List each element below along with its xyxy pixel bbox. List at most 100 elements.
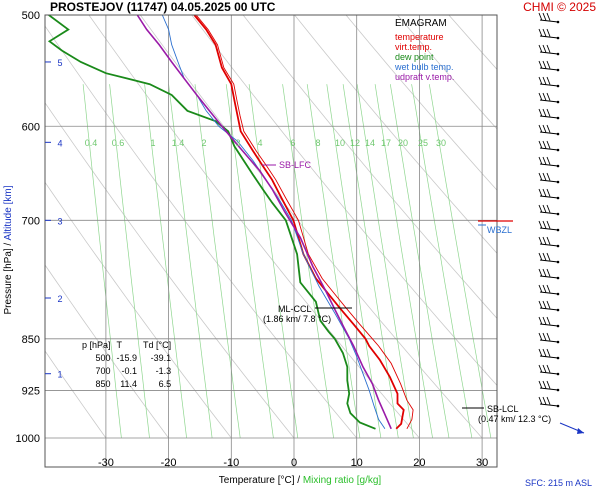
wind-barb-dot [556, 20, 560, 24]
dry-adiabat-line [45, 102, 295, 439]
table-cell: -15.9 [116, 353, 138, 363]
wind-barb-feather [538, 220, 543, 229]
wind-barb-feather [542, 236, 547, 245]
wind-barb-feather [546, 124, 551, 133]
wind-barb-dot [556, 356, 560, 360]
y-axis-title: Pressure [hPa] / Altitude [km] [3, 185, 14, 314]
wind-barb-feather [538, 156, 543, 165]
sb-lcl-label: SB-LCL [487, 404, 519, 414]
x-tick-label: 10 [351, 457, 363, 469]
ml-ccl-label: ML-CCL [278, 304, 312, 314]
wind-barb-shaft [539, 211, 559, 215]
wind-barb-feather [542, 316, 547, 325]
mixing-ratio-label: 2 [201, 138, 206, 148]
wind-barb-feather [542, 60, 547, 69]
dry-adiabat-line [139, 15, 483, 439]
dry-adiabat-line [45, 350, 107, 439]
wind-barb-shaft [539, 355, 559, 359]
mixing-ratio-label: 12 [350, 138, 360, 148]
wind-barb-feather [538, 268, 543, 277]
wind-barb-feather [546, 172, 551, 181]
wind-barb-feather [546, 76, 551, 85]
wind-barb-feather [546, 316, 551, 325]
ml-ccl-sub: (1.86 km/ 7.8 °C) [263, 314, 331, 324]
series-line-wet-bulb-temp- [161, 15, 386, 430]
wind-barb-dot [556, 388, 560, 392]
wind-barb [538, 348, 560, 360]
wind-barb [538, 268, 560, 280]
mixing-ratio-line [428, 84, 492, 439]
wind-barb-dot [556, 116, 560, 120]
table-cell: 850 [95, 379, 111, 389]
mixing-ratio-label: 1 [150, 138, 155, 148]
wind-barb-shaft [539, 115, 559, 119]
wind-barb-shaft [539, 339, 559, 343]
table-cell: -1.3 [155, 366, 172, 376]
legend-item: wet bulb temp. [395, 62, 454, 72]
sb-lcl-sub: (0.47 km/ 12.3 °C) [478, 414, 551, 424]
wind-barb-shaft [539, 227, 559, 231]
dry-adiabat-line [88, 15, 420, 439]
copyright-label: CHMI © 2025 [523, 0, 596, 14]
wind-barb-feather [538, 204, 543, 213]
mixing-ratio-line [306, 84, 361, 439]
y-axis-title-sep: / [3, 241, 14, 249]
wind-barb-feather [542, 332, 547, 341]
wind-barb-feather [542, 92, 547, 101]
legend-item: temperature [395, 32, 444, 42]
altitude-tick-label: 4 [57, 138, 62, 148]
wind-barb-feather [538, 124, 543, 133]
wind-barb-feather [538, 236, 543, 245]
mixing-ratio-label: 8 [315, 138, 320, 148]
table-cell: 700 [95, 366, 111, 376]
mixing-ratio-line [82, 84, 122, 439]
table-header: Td [°C] [143, 340, 172, 350]
wind-barb-feather [546, 28, 551, 37]
wind-barb-feather [546, 268, 551, 277]
wind-barb-feather [542, 284, 547, 293]
wind-barb-feather [546, 220, 551, 229]
wind-barb [538, 220, 560, 232]
mixing-ratio-line [109, 84, 150, 439]
wind-barb [538, 204, 560, 216]
wind-barb [538, 316, 560, 328]
wind-barb [538, 380, 560, 392]
wind-barb-feather [542, 156, 547, 165]
wind-barb-feather [538, 92, 543, 101]
wind-barb-dot [556, 52, 560, 56]
wind-barb-feather [542, 140, 547, 149]
wind-barb-dot [556, 340, 560, 344]
wind-barb-dot [556, 372, 560, 376]
mixing-ratio-label: 1.4 [172, 138, 185, 148]
mixing-ratio-line [342, 84, 399, 439]
mixing-ratio-label: 14 [365, 138, 375, 148]
wind-barb-feather [542, 108, 547, 117]
legend: EMAGRAM temperature virt.temp. dew point we… [395, 18, 454, 83]
wind-barb-dot [556, 84, 560, 88]
table-row: 500 -15.9 -39.1 [82, 353, 175, 364]
wind-barb-feather [546, 156, 551, 165]
wind-barb-dot [556, 100, 560, 104]
chart-title: PROSTEJOV (11747) 04.05.2025 00 UTC [50, 0, 276, 14]
x-tick-label: -10 [223, 457, 239, 469]
dry-adiabat-line [242, 15, 497, 319]
legend-head: EMAGRAM [395, 18, 447, 29]
sb-lfc-label: SB-LFC [279, 160, 312, 170]
wind-barb-feather [546, 348, 551, 357]
wind-barb [538, 60, 560, 72]
wind-barb-feather [542, 124, 547, 133]
wind-barb-feather [542, 172, 547, 181]
wind-barb-dot [556, 228, 560, 232]
wind-barb-dot [556, 276, 560, 280]
x-tick-label: -20 [161, 457, 177, 469]
wind-barb-feather [546, 140, 551, 149]
wind-barb-shaft [539, 147, 559, 151]
wind-barb [538, 396, 560, 408]
wind-barb-feather [542, 28, 547, 37]
y-axis-title-pressure: Pressure [hPa] [3, 248, 14, 314]
wind-barb-dot [556, 324, 560, 328]
wind-barb-feather [538, 252, 543, 261]
wind-barb-feather [542, 300, 547, 309]
table-header: p [hPa] [82, 340, 111, 350]
wind-barb [538, 124, 560, 136]
